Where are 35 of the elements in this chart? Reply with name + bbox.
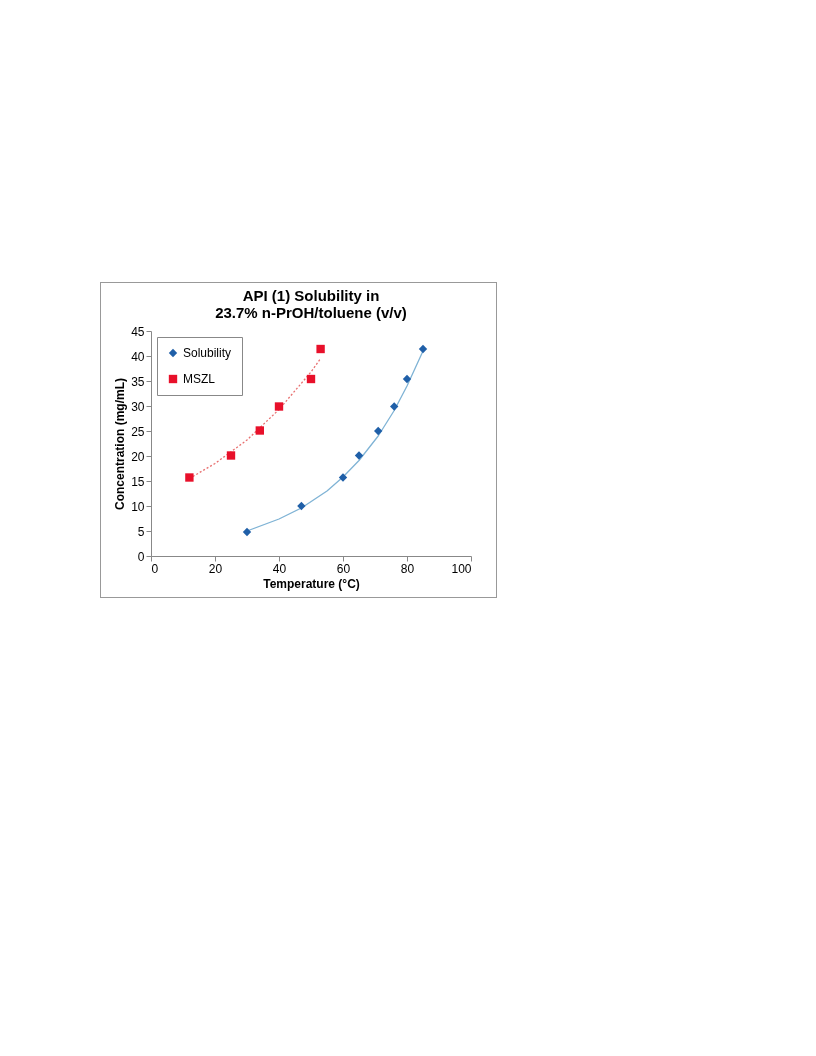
point	[226, 451, 236, 460]
chart-title: API (1) Solubility in 23.7% n-PrOH/toluene (v/v)	[215, 287, 407, 321]
y-tick-label: 0	[137, 549, 145, 564]
y-tick-label: 35	[131, 374, 145, 389]
x-tick-label: 100	[451, 561, 472, 576]
x-axis-title: Temperature (°C)	[263, 576, 360, 591]
point	[316, 344, 325, 354]
y-tick-label: 40	[131, 349, 145, 364]
point	[354, 451, 364, 460]
point	[306, 374, 316, 384]
point	[402, 374, 412, 384]
x-tick-label: 0	[151, 561, 159, 576]
point	[338, 473, 348, 482]
y-tick-label: 45	[131, 324, 145, 339]
y-tick-label: 10	[131, 499, 145, 514]
x-tick-label: 60	[336, 561, 351, 576]
y-tick-label: 20	[131, 449, 145, 464]
legend-label: Solubility	[183, 346, 232, 360]
y-tick-label: 5	[137, 524, 145, 539]
legend-label: MSZL	[183, 372, 216, 386]
y-tick-label: 30	[131, 399, 145, 414]
y-axis-title: Concentration (mg/mL)	[113, 378, 128, 510]
point	[242, 527, 252, 537]
point	[255, 426, 264, 435]
point	[374, 426, 383, 436]
x-tick-label: 40	[272, 561, 287, 576]
point	[390, 402, 399, 411]
point	[274, 402, 284, 411]
point	[185, 473, 194, 482]
x-tick-label: 20	[208, 561, 223, 576]
y-tick-label: 25	[131, 424, 145, 439]
point	[418, 344, 428, 354]
y-tick-label: 15	[131, 474, 145, 489]
point	[297, 501, 306, 511]
x-tick-label: 80	[400, 561, 415, 576]
